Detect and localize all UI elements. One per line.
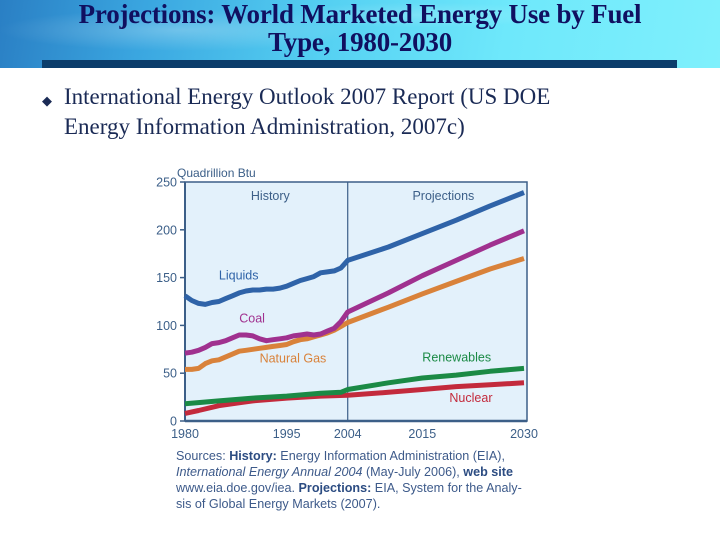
series-line-nuclear (184, 380, 525, 416)
web-url: www.eia.doe.gov/iea. (176, 481, 296, 495)
sources-label: Sources: (176, 449, 226, 463)
bullet-text-line-1: International Energy Outlook 2007 Report… (64, 84, 551, 109)
chart-source-note: Sources: History: Energy Information Adm… (176, 448, 556, 512)
bullet-text-line-2: Energy Information Administration, 2007c… (64, 114, 465, 139)
projections-label: Projections: (298, 481, 372, 495)
source-line-3: www.eia.doe.gov/iea. Projections: EIA, S… (176, 480, 556, 496)
x-tick-label: 2015 (408, 427, 436, 441)
series-line-natural-gas (185, 256, 525, 372)
series-label-liquids: Liquids (219, 269, 259, 283)
series-line-renewables (184, 365, 525, 407)
series-label-nuclear: Nuclear (449, 391, 492, 405)
series-label-renewables: Renewables (422, 351, 491, 365)
projections-text-cont: sis of Global Energy Markets (2007). (176, 497, 381, 511)
y-tick-label: 200 (156, 223, 177, 237)
x-tick-label: 2030 (510, 427, 538, 441)
y-tick-label: 150 (156, 271, 177, 285)
history-text: Energy Information Administration (EIA), (280, 449, 505, 463)
series-line-liquids (183, 190, 525, 307)
bullet-text: International Energy Outlook 2007 Report… (64, 82, 704, 142)
slide-title-line-2: Type, 1980-2030 (268, 27, 452, 57)
x-tick-label: 1995 (273, 427, 301, 441)
diamond-bullet-icon: ◆ (42, 93, 52, 108)
series-label-natural-gas: Natural Gas (260, 352, 327, 366)
publication-date: (May-July 2006), (365, 465, 460, 479)
slide-title-line-1: Projections: World Marketed Energy Use b… (78, 0, 642, 29)
y-tick-label: 0 (170, 415, 177, 429)
source-line-2: International Energy Annual 2004 (May-Ju… (176, 464, 556, 480)
series-label-coal: Coal (239, 312, 265, 326)
publication-title: International Energy Annual 2004 (176, 465, 363, 479)
y-axis-label: Quadrillion Btu (177, 166, 256, 180)
projections-text: EIA, System for the Analy- (374, 481, 522, 495)
y-tick-label: 100 (156, 319, 177, 333)
slide-title: Projections: World Marketed Energy Use b… (0, 0, 720, 56)
title-underline-bar (42, 60, 677, 68)
x-tick-label: 1980 (171, 427, 199, 441)
source-line-1: Sources: History: Energy Information Adm… (176, 448, 556, 464)
banner-swirl-decoration (0, 0, 720, 68)
web-site-label: web site (463, 465, 513, 479)
series-line-coal (184, 228, 525, 356)
history-label: History: (229, 449, 277, 463)
source-line-4: sis of Global Energy Markets (2007). (176, 496, 556, 512)
title-banner: Projections: World Marketed Energy Use b… (0, 0, 720, 68)
region-label-right: Projections (412, 189, 474, 203)
y-tick-label: 250 (156, 176, 177, 190)
x-tick-label: 2004 (334, 427, 362, 441)
y-tick-label: 50 (163, 367, 177, 381)
region-label-left: History (251, 189, 291, 203)
